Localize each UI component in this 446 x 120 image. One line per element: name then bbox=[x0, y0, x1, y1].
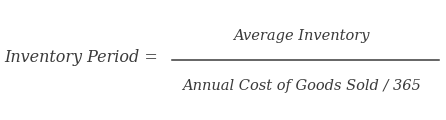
Text: Inventory Period =: Inventory Period = bbox=[4, 49, 158, 66]
Text: Average Inventory: Average Inventory bbox=[233, 29, 369, 43]
Text: Annual Cost of Goods Sold / 365: Annual Cost of Goods Sold / 365 bbox=[182, 79, 421, 93]
